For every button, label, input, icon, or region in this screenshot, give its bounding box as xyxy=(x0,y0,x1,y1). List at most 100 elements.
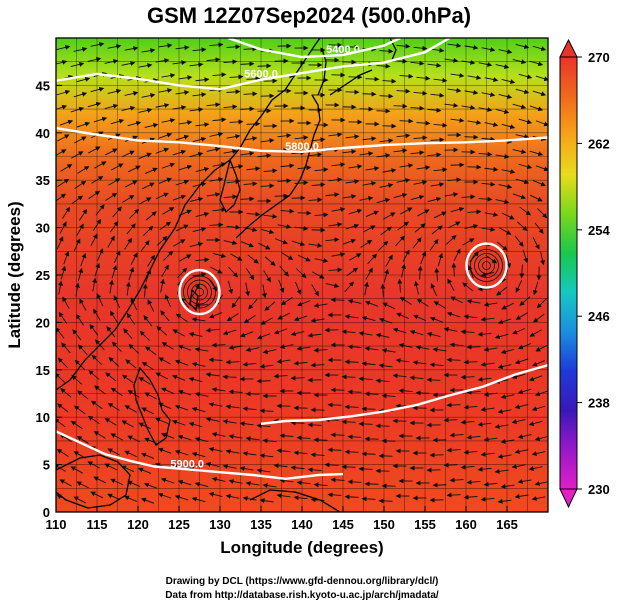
wind-arrow xyxy=(496,286,508,296)
wind-arrow xyxy=(212,117,227,123)
wind-arrow xyxy=(517,478,532,484)
wind-arrow xyxy=(239,466,254,472)
wind-arrow xyxy=(243,91,258,97)
wind-arrow xyxy=(223,149,238,155)
wind-arrow xyxy=(515,88,530,95)
wind-arrow xyxy=(433,77,448,83)
wind-arrow xyxy=(296,345,311,351)
wind-arrow xyxy=(158,177,172,184)
wind-arrow xyxy=(56,372,66,383)
wind-arrow xyxy=(96,293,104,307)
wind-arrow xyxy=(380,283,386,298)
wind-arrow xyxy=(383,268,390,283)
wind-arrow xyxy=(313,347,328,353)
wind-arrow xyxy=(242,496,257,502)
wind-arrow xyxy=(73,238,81,252)
wind-arrow xyxy=(257,242,271,250)
wind-arrow xyxy=(208,357,223,363)
wind-arrow xyxy=(535,75,548,82)
wind-arrow xyxy=(528,420,543,427)
wind-arrow xyxy=(385,254,393,267)
wind-arrow xyxy=(515,312,528,320)
wind-arrow xyxy=(362,136,377,142)
wind-arrow xyxy=(140,240,150,252)
wind-arrow xyxy=(256,423,271,429)
wind-arrow xyxy=(273,463,288,469)
wind-arrow xyxy=(225,359,240,365)
wind-arrow xyxy=(192,181,207,188)
wind-arrow xyxy=(80,252,87,267)
wind-arrow xyxy=(478,151,493,157)
wind-arrow xyxy=(341,464,356,470)
wind-arrow xyxy=(59,119,74,126)
wind-arrow xyxy=(106,326,116,338)
wind-arrow xyxy=(429,316,444,323)
wind-arrow xyxy=(443,417,458,423)
colorbar-tick-label: 230 xyxy=(588,482,610,497)
wind-arrow xyxy=(56,449,69,457)
wind-arrow xyxy=(358,331,373,337)
wind-arrow xyxy=(194,347,209,353)
wind-arrow xyxy=(290,465,305,471)
wind-arrow xyxy=(141,407,155,415)
wind-arrow xyxy=(516,221,528,231)
wind-arrow xyxy=(226,313,239,322)
wind-arrow xyxy=(347,344,362,350)
wind-arrow xyxy=(498,93,513,100)
wind-arrow xyxy=(211,342,226,348)
wind-arrow xyxy=(259,498,274,504)
wind-arrow xyxy=(443,327,458,332)
wind-arrow xyxy=(342,238,357,245)
wind-arrow xyxy=(307,422,322,428)
wind-arrow xyxy=(111,341,122,353)
wind-arrow xyxy=(263,270,271,283)
wind-arrow xyxy=(245,436,260,442)
wind-arrow xyxy=(413,280,419,295)
wind-arrow xyxy=(466,479,481,485)
wind-arrow xyxy=(463,404,478,410)
wind-arrow xyxy=(446,311,461,318)
wind-arrow xyxy=(413,180,428,185)
wind-arrow xyxy=(344,449,359,455)
wind-arrow xyxy=(445,234,457,245)
wind-arrow xyxy=(379,48,394,54)
wind-arrow xyxy=(499,227,512,235)
wind-arrow xyxy=(243,181,258,187)
wind-arrow xyxy=(94,385,106,395)
wind-arrow xyxy=(73,496,87,504)
wind-arrow xyxy=(400,207,413,215)
wind-arrow xyxy=(59,221,67,234)
wind-arrow xyxy=(398,388,413,394)
wind-arrow xyxy=(531,495,546,501)
wind-arrow xyxy=(361,315,376,322)
wind-arrow xyxy=(56,44,71,50)
wind-arrow xyxy=(191,451,206,458)
wind-arrow xyxy=(88,190,101,200)
wind-arrow xyxy=(364,300,379,307)
wind-arrow xyxy=(104,418,117,426)
wind-arrow xyxy=(480,406,495,412)
wind-arrow xyxy=(522,249,529,264)
wind-arrow xyxy=(331,162,346,168)
colorbar-ticks: 270 262 254 246 238 230 xyxy=(577,50,610,497)
wind-arrow xyxy=(143,315,153,327)
coast-newguinea xyxy=(249,489,341,512)
wind-arrow xyxy=(446,402,461,408)
wind-arrow xyxy=(245,347,260,352)
wind-arrow xyxy=(56,89,71,96)
wind-arrow xyxy=(72,329,82,341)
wind-arrow xyxy=(447,87,462,93)
wind-arrow xyxy=(226,89,241,95)
colorbar-tick-label: 270 xyxy=(588,50,610,65)
wind-arrow xyxy=(261,284,267,299)
wind-arrow xyxy=(450,296,464,304)
wind-arrow xyxy=(409,375,424,381)
wind-arrow xyxy=(342,149,357,155)
wind-arrow xyxy=(460,419,475,425)
wind-arrow xyxy=(365,267,373,280)
wind-arrow xyxy=(413,45,428,51)
wind-arrow xyxy=(297,165,312,171)
wind-arrow xyxy=(274,238,288,245)
wind-arrow xyxy=(63,250,70,265)
wind-arrow xyxy=(330,432,345,438)
